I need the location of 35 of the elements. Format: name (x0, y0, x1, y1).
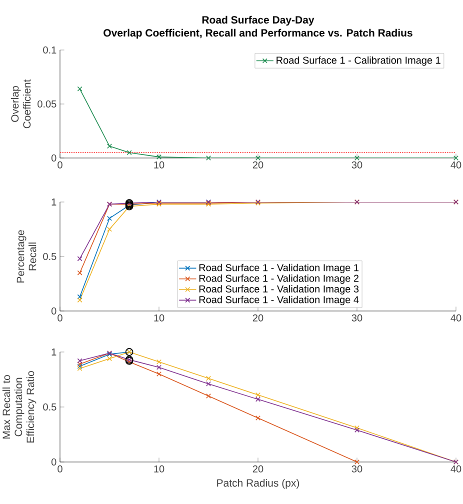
y-tick-label: 0 (51, 458, 56, 466)
chart-title: Road Surface Day-Day (202, 16, 314, 26)
x-tick-label: 20 (252, 314, 264, 322)
x-tick-label: 40 (450, 465, 462, 472)
y-tick-label: 0.5 (43, 403, 56, 411)
x-tick-label: 30 (352, 161, 362, 168)
chart-subtitle: Overlap Coefficient, Recall and Performance vs. Patch Radius (104, 28, 412, 39)
y-axis-title: Percentage Recall (16, 230, 36, 282)
y-tick-label: 0 (51, 154, 56, 162)
x-tick-label: 40 (450, 161, 462, 168)
x-tick-label: 20 (252, 465, 264, 472)
legend-label: Road Surface 1 - Validation Image 4 (199, 296, 359, 306)
legend-label: Road Surface 1 - Validation Image 1 (199, 264, 359, 274)
y-axis-title: Overlap Coefficient (10, 79, 31, 128)
x-tick-label: 30 (352, 314, 362, 322)
x-tick-label: 0 (58, 465, 62, 472)
y-tick-label: 0.5 (43, 252, 56, 260)
x-tick-label: 10 (154, 314, 164, 322)
x-tick-label: 0 (58, 161, 62, 168)
x-tick-label: 40 (450, 314, 462, 322)
legend-label: Road Surface 1 - Calibration Image 1 (276, 56, 440, 66)
y-tick-label: 0.05 (38, 100, 56, 108)
x-axis-title: Patch Radius (px) (217, 478, 300, 489)
y-tick-label: 0 (51, 307, 56, 315)
legend-label: Road Surface 1 - Validation Image 3 (199, 285, 359, 295)
legend-label: Road Surface 1 - Validation Image 2 (199, 274, 359, 284)
x-tick-label: 10 (154, 161, 164, 168)
y-tick-label: 1 (52, 198, 56, 206)
x-tick-label: 0 (58, 314, 62, 322)
x-tick-label: 10 (154, 465, 164, 472)
x-tick-label: 30 (352, 465, 362, 472)
x-tick-label: 20 (252, 161, 264, 168)
y-tick-label: 0.1 (43, 46, 56, 54)
y-axis-title: Max Recall to Computation Efficiency Ratio (2, 371, 36, 443)
y-tick-label: 1 (52, 348, 56, 356)
